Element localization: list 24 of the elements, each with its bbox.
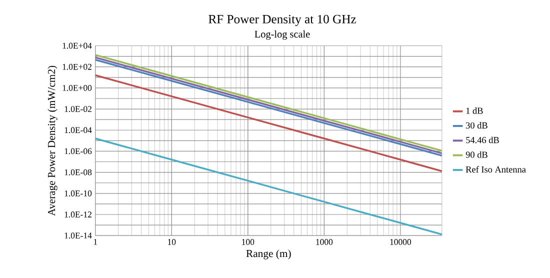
x-tick-label: 10000 — [390, 238, 412, 245]
y-tick-label: 1.0E-14 — [64, 232, 92, 238]
chart-subtitle: Log-log scale — [254, 30, 310, 40]
y-tick-label: 1.0E+04 — [62, 42, 92, 49]
y-axis-title: Average Power Density (mW/cm2) — [48, 66, 58, 216]
x-tick-label: 10 — [168, 238, 176, 245]
y-tick-label: 1.0E-10 — [64, 190, 92, 196]
y-tick-label: 1.0E-12 — [64, 211, 92, 218]
legend-label: 54.46 dB — [466, 136, 499, 144]
x-tick-label: 100 — [242, 238, 254, 245]
legend-label: 30 dB — [466, 122, 488, 128]
y-tick-label: 1.0E-06 — [64, 148, 92, 154]
x-tick-label: 1 — [94, 238, 98, 245]
x-axis-title: Range (m) — [246, 249, 291, 260]
y-tick-label: 1.0E+02 — [62, 64, 92, 70]
x-tick-label: 1000 — [316, 238, 333, 245]
y-tick-label: 1.0E-02 — [64, 106, 92, 112]
legend-label: Ref Iso Antenna — [466, 166, 526, 172]
y-tick-label: 1.0E+00 — [62, 84, 92, 91]
legend-label: 1 dB — [466, 107, 483, 114]
y-tick-label: 1.0E-04 — [64, 126, 92, 133]
legend-label: 90 dB — [466, 151, 488, 158]
y-tick-label: 1.0E-08 — [64, 169, 92, 176]
chart-title: RF Power Density at 10 GHz — [208, 14, 356, 26]
